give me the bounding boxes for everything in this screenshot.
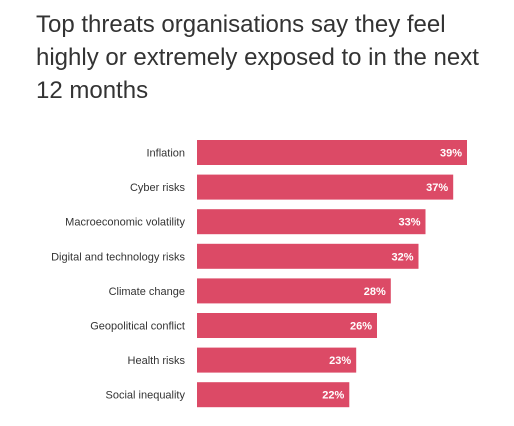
bar-macroeconomic-volatility xyxy=(197,209,426,235)
category-label: Geopolitical conflict xyxy=(90,321,185,333)
category-label: Digital and technology risks xyxy=(51,251,185,263)
chart-title: Top threats organisations say they feel … xyxy=(36,11,479,104)
value-label: 23% xyxy=(329,355,351,367)
category-label: Social inequality xyxy=(106,390,186,402)
value-label: 32% xyxy=(391,251,413,263)
bar-climate-change xyxy=(197,278,391,304)
category-label: Health risks xyxy=(128,355,186,367)
bar-health-risks xyxy=(197,347,357,373)
category-label: Inflation xyxy=(146,148,185,160)
category-label: Climate change xyxy=(109,286,185,298)
value-label: 28% xyxy=(364,286,386,298)
value-label: 22% xyxy=(322,390,344,402)
value-label: 26% xyxy=(350,321,372,333)
bar-digital-and-technology-risks xyxy=(197,243,419,269)
bar-inflation xyxy=(197,140,467,165)
bar-geopolitical-conflict xyxy=(197,313,377,338)
category-label: Macroeconomic volatility xyxy=(65,217,185,229)
bar-cyber-risks xyxy=(197,174,454,200)
value-label: 33% xyxy=(398,217,420,229)
value-label: 39% xyxy=(440,148,462,160)
value-label: 37% xyxy=(426,182,448,194)
bar-social-inequality xyxy=(197,382,350,408)
category-label: Cyber risks xyxy=(130,182,186,194)
